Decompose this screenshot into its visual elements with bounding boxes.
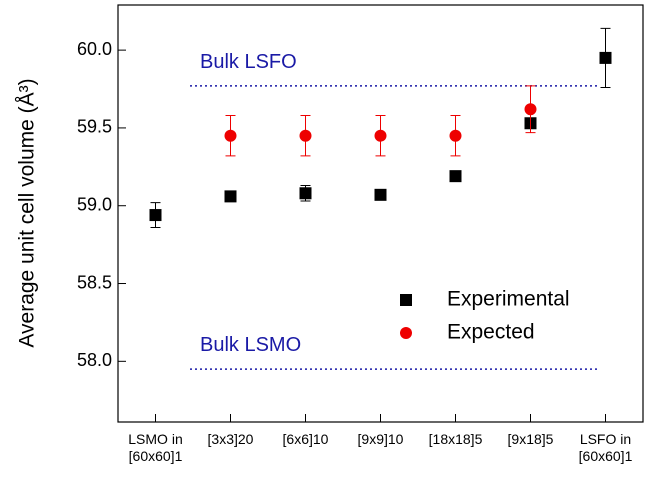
x-tick-label: [3x3]20 [208,431,254,447]
legend-marker [400,294,412,306]
y-tick-label: 58.5 [77,272,112,292]
y-tick-label: 58.0 [77,350,112,370]
marker [374,129,387,142]
marker [449,170,462,183]
marker [449,129,462,142]
marker [299,129,312,142]
x-tick-label: LSMO in [60x60]1 [128,431,182,464]
legend-marker [400,327,412,339]
marker [224,129,237,142]
x-tick-label: [18x18]5 [429,431,483,447]
marker [149,209,162,222]
y-tick-label: 59.0 [77,194,112,214]
legend-label: Expected [447,321,535,344]
x-tick-label: [6x6]10 [283,431,329,447]
y-tick-label: 59.5 [77,117,112,137]
x-tick-label: [9x9]10 [358,431,404,447]
x-tick-label: [9x18]5 [508,431,554,447]
marker [374,188,387,201]
legend-label: Experimental [447,288,570,311]
marker [299,187,312,200]
marker [599,51,612,64]
plot-frame [117,4,644,423]
marker [224,190,237,203]
marker [524,103,537,116]
reference-label: Bulk LSMO [200,334,301,356]
x-tick-label: LSFO in [60x60]1 [579,431,633,464]
y-axis-label: Average unit cell volume (Å³) [16,78,39,347]
reference-label: Bulk LSFO [200,51,297,73]
y-tick-label: 60.0 [77,39,112,59]
